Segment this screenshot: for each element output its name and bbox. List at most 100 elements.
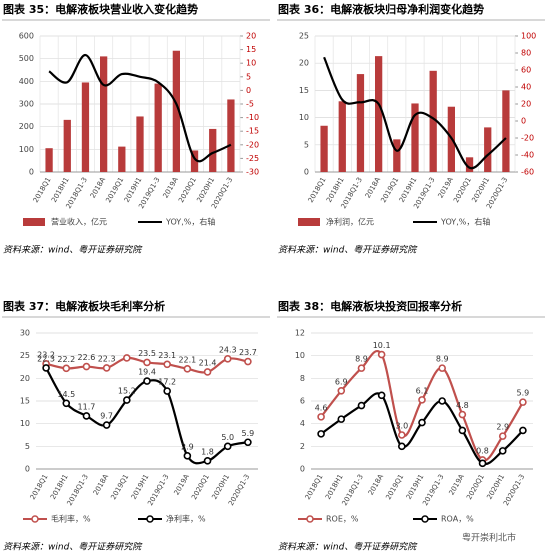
- x-tick-label: 2018H1: [49, 473, 70, 501]
- marker: [498, 447, 507, 455]
- y-tick-label: 12: [295, 329, 305, 338]
- y-tick-label: 300: [19, 100, 34, 109]
- bar: [81, 82, 90, 172]
- marker: [337, 386, 346, 395]
- x-tick-label: 2020Q1-3: [227, 473, 251, 507]
- y2-tick-label: -25: [246, 154, 259, 163]
- data-label: 23.2: [37, 350, 55, 359]
- x-tick-label: 2018A: [367, 473, 385, 497]
- marker: [102, 364, 111, 372]
- source-note: 资料来源：wind、粤开证券研究院: [278, 245, 418, 256]
- bar: [209, 128, 217, 172]
- y2-tick-label: 20: [246, 32, 256, 41]
- data-label: 11.7: [78, 402, 96, 411]
- y2-tick-label: 20: [521, 100, 531, 109]
- x-tick-label: 2020H1: [485, 473, 506, 501]
- marker: [418, 418, 426, 427]
- x-tick-label: 2020H1: [210, 473, 231, 501]
- data-label: 8.9: [355, 355, 368, 364]
- bar: [375, 56, 383, 172]
- marker: [203, 457, 212, 465]
- marker: [244, 438, 252, 447]
- line: [48, 53, 232, 163]
- marker: [317, 413, 325, 421]
- chart-title: 图表 36：电解液板块归母净利润变化趋势: [278, 2, 484, 16]
- marker: [163, 360, 171, 369]
- y-tick-label: 4: [300, 419, 305, 428]
- marker: [123, 396, 131, 404]
- bar: [356, 74, 365, 172]
- data-label: 14.5: [57, 390, 75, 399]
- data-label: 2.9: [181, 442, 194, 451]
- data-label: 4.6: [315, 403, 328, 412]
- data-label: 3.0: [395, 422, 408, 431]
- bar: [227, 99, 235, 172]
- y2-tick-label: 100: [521, 32, 536, 41]
- x-tick-label: 2020Q1: [465, 473, 486, 501]
- legend-marker: [146, 515, 154, 523]
- legend-label: ROA，%: [441, 515, 474, 524]
- y-tick-label: 100: [19, 145, 34, 154]
- y2-tick-label: 15: [246, 45, 256, 54]
- y-tick-label: 0: [25, 465, 30, 474]
- x-tick-label: 2018A: [364, 176, 382, 200]
- y2-tick-label: 80: [521, 49, 531, 58]
- marker: [223, 355, 232, 363]
- legend-marker: [306, 515, 314, 523]
- y-tick-label: 15: [299, 86, 309, 95]
- marker: [398, 431, 406, 439]
- marker: [203, 368, 212, 376]
- source-note: 资料来源：wind、粤开证券研究院: [3, 542, 143, 553]
- x-tick-label: 2019Q1: [384, 473, 405, 501]
- y2-tick-label: 0: [521, 117, 526, 126]
- y-tick-label: 20: [299, 59, 309, 68]
- x-tick-label: 2018Q1: [304, 473, 325, 501]
- y2-tick-label: 60: [521, 66, 531, 75]
- marker: [458, 426, 467, 435]
- x-tick-label: 2019A: [437, 176, 455, 200]
- marker: [42, 364, 50, 372]
- marker: [357, 401, 366, 410]
- y2-tick-label: -20: [521, 134, 534, 143]
- x-tick-label: 2019Q1-3: [146, 473, 170, 507]
- legend-marker: [31, 515, 39, 523]
- marker: [143, 377, 151, 385]
- legend-swatch: [298, 218, 320, 226]
- y-tick-label: 10: [295, 351, 305, 360]
- y-tick-label: 200: [19, 122, 34, 131]
- x-tick-label: 2019A: [448, 473, 466, 497]
- legend-label: 毛利率，%: [51, 514, 91, 524]
- bar: [136, 116, 144, 172]
- bar: [63, 119, 71, 172]
- bar: [411, 103, 419, 172]
- data-label: 23.1: [158, 351, 176, 360]
- legend-label: ROE，%: [326, 515, 359, 524]
- chart-title: 图表 38：电解液板块投资回报率分析: [278, 299, 462, 313]
- x-tick-label: 2019H1: [130, 473, 151, 501]
- source-note: 资料来源：wind、粤开证券研究院: [278, 542, 418, 553]
- y2-tick-label: 5: [246, 72, 251, 81]
- bar: [502, 90, 510, 172]
- data-label: 6.9: [335, 377, 348, 386]
- data-label: 22.2: [57, 355, 75, 364]
- marker: [519, 426, 527, 435]
- x-tick-label: 2018H1: [324, 473, 345, 501]
- data-label: 2.9: [496, 423, 509, 432]
- y-tick-label: 10: [299, 113, 309, 122]
- y2-tick-label: 0: [246, 86, 251, 95]
- legend-label: 营业收入，亿元: [51, 217, 107, 227]
- marker: [519, 398, 527, 406]
- x-tick-label: 2019A: [173, 473, 191, 497]
- legend-label: 净利润，亿元: [326, 217, 374, 227]
- marker: [62, 399, 71, 408]
- data-label: 9.7: [100, 412, 113, 421]
- y2-tick-label: -5: [246, 100, 254, 109]
- y-tick-label: 30: [20, 329, 30, 338]
- marker: [82, 412, 91, 420]
- marker: [123, 354, 131, 362]
- y2-tick-label: -40: [521, 151, 534, 160]
- legend-label: 净利率，%: [166, 514, 206, 524]
- marker: [438, 397, 446, 405]
- legend-label: YOY,%，右轴: [165, 217, 215, 227]
